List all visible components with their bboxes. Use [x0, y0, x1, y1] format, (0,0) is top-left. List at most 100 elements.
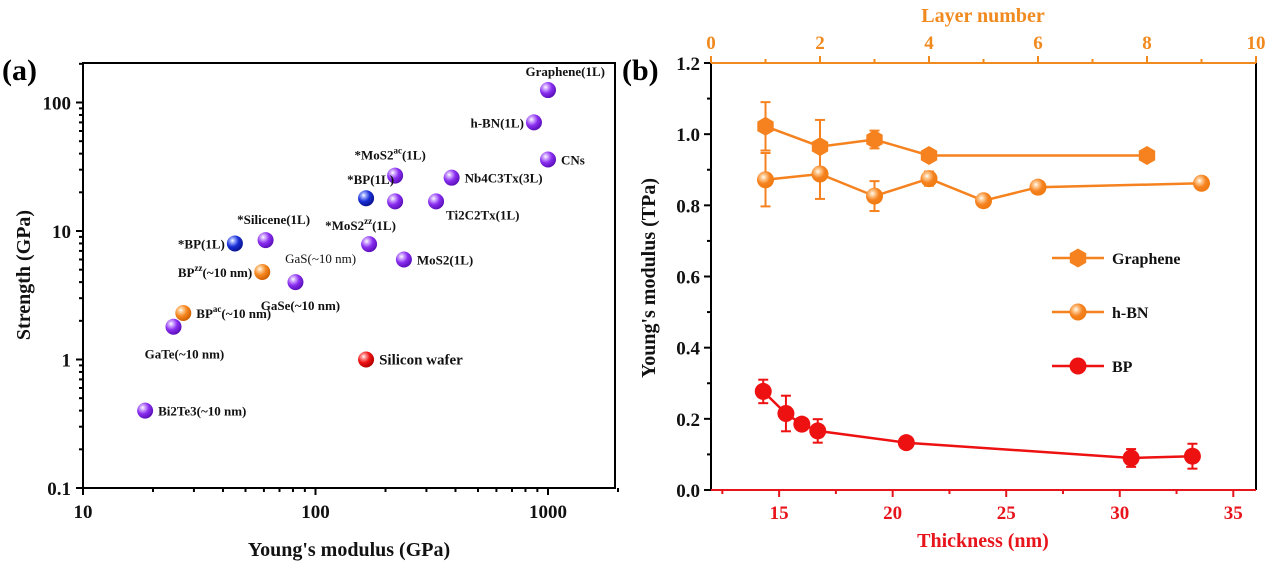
- panel-a-x-axis-title: Young's modulus (GPa): [248, 539, 450, 561]
- y-tick-label: 1.0: [676, 125, 700, 146]
- top-tick-label: 4: [924, 33, 934, 54]
- data-point-label: *Silicene(1L): [237, 212, 310, 227]
- data-point-purple: [387, 193, 404, 210]
- bottom-tick-label: 25: [997, 503, 1016, 524]
- y-tick-label: 0.0: [676, 481, 700, 502]
- series-h-bn: [757, 148, 1210, 213]
- panel-b-top-axis-title: Layer number: [921, 5, 1045, 27]
- panel-b-y-axis-title: Young's modulus (TPa): [638, 178, 660, 378]
- data-point-purple: [287, 274, 304, 291]
- data-point-label: GaSe(~10 nm): [261, 298, 340, 313]
- data-point-purple: [540, 82, 556, 99]
- data-point-label: Nb4C3Tx(3L): [465, 171, 543, 186]
- data-point-purple: [525, 114, 542, 131]
- marker-circle: [1193, 174, 1210, 192]
- marker-hexagon: [757, 116, 774, 136]
- marker-circle: [1183, 447, 1201, 465]
- panel-a-label: (a): [2, 54, 37, 87]
- marker-circle: [920, 170, 938, 188]
- marker-circle: [754, 382, 772, 400]
- series-bp: [754, 378, 1201, 470]
- panel-a: (a) 10 100 1000 0.1 1 10 100 Young's modulus …: [2, 54, 619, 561]
- marker-hexagon: [811, 137, 829, 157]
- panel-b-series: [754, 101, 1210, 470]
- y-tick-label: 1: [62, 351, 72, 372]
- data-point-label: CNs: [561, 153, 585, 168]
- data-point-orange: [175, 305, 192, 322]
- marker-circle: [793, 415, 811, 433]
- bottom-tick-label: 35: [1224, 503, 1243, 524]
- marker-circle: [866, 187, 883, 205]
- top-tick-label: 6: [1033, 33, 1043, 54]
- y-tick-label: 10: [52, 222, 71, 243]
- y-tick-label: 0.8: [676, 196, 700, 217]
- panel-a-y-ticks: 0.1 1 10 100: [43, 62, 83, 500]
- marker-hexagon: [1138, 146, 1156, 165]
- marker-circle: [777, 404, 795, 422]
- legend-item-graphene: Graphene: [1052, 248, 1180, 268]
- panel-b-bottom-axis-title: Thickness (nm): [917, 530, 1049, 552]
- data-point-purple: [443, 169, 460, 186]
- marker-circle: [975, 192, 992, 210]
- data-point-label: Graphene(1L): [526, 64, 605, 79]
- y-tick-label: 100: [43, 94, 72, 115]
- data-point-purple: [361, 236, 378, 253]
- panel-b-legend: Graphene h-BN BP: [1052, 248, 1180, 376]
- marker-circle: [811, 165, 829, 183]
- x-tick-label: 100: [301, 502, 330, 523]
- top-tick-label: 10: [1247, 33, 1266, 54]
- data-point-label: h-BN(1L): [470, 115, 523, 130]
- data-point-purple: [387, 167, 404, 184]
- marker-circle: [757, 171, 774, 189]
- data-point-label: *BP(1L): [178, 236, 225, 251]
- y-tick-label: 0.1: [47, 479, 71, 500]
- data-point-label: *MoS2zz(1L): [325, 216, 396, 233]
- x-tick-label: 1000: [529, 502, 567, 523]
- marker-circle: [1122, 449, 1140, 467]
- series-line: [762, 390, 1193, 460]
- data-point-label: MoS2(1L): [417, 253, 473, 268]
- top-tick-label: 8: [1142, 33, 1152, 54]
- data-point-label: *BP(1L): [347, 172, 394, 187]
- data-point-label: Ti2C2Tx(1L): [446, 207, 519, 222]
- data-point-red: [358, 351, 375, 368]
- top-tick-label: 2: [815, 33, 825, 54]
- data-point-purple: [257, 232, 274, 249]
- marker-hexagon: [920, 146, 938, 165]
- data-point-label: Silicon wafer: [379, 353, 463, 369]
- y-tick-label: 0.4: [676, 339, 700, 360]
- panel-b: (b) 0.0 0.2 0.4 0.6 0.8 1.0 1.2 0 2 4 6 8 10 15 20 25 30…: [622, 5, 1266, 552]
- y-tick-label: 0.2: [676, 410, 700, 431]
- panel-a-x-ticks: 10 100 1000: [74, 488, 619, 523]
- data-point-label: GaTe(~10 nm): [145, 347, 225, 362]
- legend-item-bp: BP: [1052, 357, 1133, 376]
- data-point-orange: [254, 263, 271, 280]
- bottom-tick-label: 20: [883, 503, 902, 524]
- y-tick-label: 1.2: [676, 54, 700, 75]
- y-tick-label: 0.6: [676, 268, 700, 289]
- data-point-purple: [540, 151, 556, 168]
- marker-circle: [809, 422, 827, 440]
- data-point-label: BPzz(~10 nm): [178, 263, 252, 280]
- top-tick-label: 0: [706, 33, 716, 54]
- panel-b-label: (b): [622, 54, 659, 87]
- data-point-purple: [428, 193, 445, 210]
- data-point-purple: [395, 251, 412, 268]
- marker-hexagon: [1069, 248, 1087, 268]
- legend-label: BP: [1112, 359, 1133, 376]
- series-graphene: [757, 101, 1156, 175]
- data-point-purple: [165, 318, 182, 335]
- marker-hexagon: [866, 130, 883, 149]
- data-point-label: GaS(~10 nm): [285, 251, 356, 266]
- data-point-label: BPac(~10 nm): [196, 304, 271, 321]
- panel-a-frame: [82, 62, 616, 489]
- data-point-blue: [358, 190, 375, 207]
- panel-a-points: Graphene(1L) h-BN(1L) CNs *MoS2ac(1L) Nb4C3T…: [137, 64, 605, 419]
- data-point-blue: [226, 235, 243, 252]
- panel-b-axes: 0.0 0.2 0.4 0.6 0.8 1.0 1.2 0 2 4 6 8 10 15 20 25 30 35: [676, 33, 1265, 524]
- x-tick-label: 10: [74, 502, 93, 523]
- marker-circle: [1029, 178, 1047, 196]
- bottom-tick-label: 30: [1110, 503, 1129, 524]
- marker-circle: [1069, 357, 1087, 375]
